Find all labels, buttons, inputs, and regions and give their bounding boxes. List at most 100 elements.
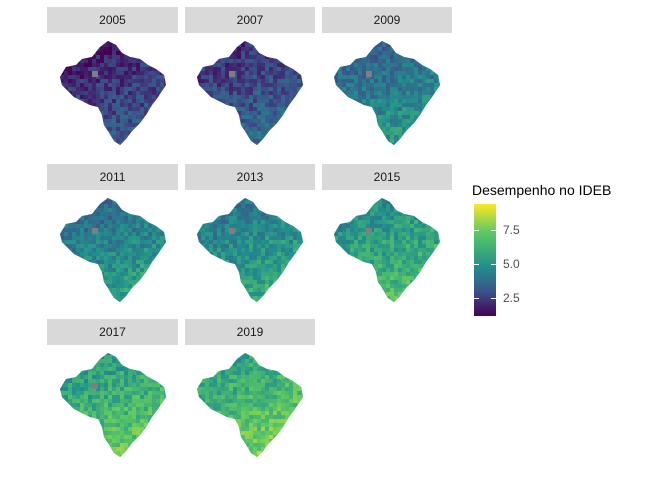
municipality-cell [225,292,229,296]
municipality-cell [92,256,96,260]
municipality-cell [60,143,64,145]
municipality-cell [84,63,88,67]
municipality-cell [128,244,132,248]
municipality-cell [366,236,370,240]
municipality-cell [140,260,144,264]
municipality-cell [293,198,297,200]
municipality-cell [434,91,438,95]
municipality-cell [394,67,398,71]
municipality-cell [265,59,269,63]
municipality-cell [193,304,197,307]
municipality-cell [301,63,303,67]
municipality-cell [281,212,285,216]
municipality-cell [414,244,418,248]
municipality-cell [358,256,362,260]
municipality-cell [164,87,166,91]
municipality-cell [140,300,144,302]
municipality-cell [72,292,76,296]
municipality-cell [273,107,277,111]
municipality-cell [442,232,446,236]
municipality-cell [382,264,386,268]
municipality-cell [330,224,334,228]
municipality-cell [418,99,422,103]
municipality-cell [52,95,56,99]
municipality-cell [197,284,201,288]
municipality-cell [378,252,382,256]
municipality-cell [124,260,128,264]
municipality-cell [289,252,293,256]
municipality-cell [189,91,193,95]
municipality-cell [338,260,342,264]
municipality-cell [76,59,80,63]
municipality-cell [366,83,370,87]
municipality-cell [64,107,68,111]
municipality-cell [326,55,330,59]
municipality-cell [305,83,309,87]
municipality-cell [273,248,277,252]
municipality-cell [108,292,112,296]
municipality-cell [386,43,390,47]
municipality-cell [434,107,438,111]
municipality-cell [426,111,430,115]
municipality-cell [116,236,120,240]
municipality-cell [285,224,289,228]
municipality-cell [60,224,64,228]
municipality-cell [430,51,434,55]
municipality-cell [241,123,245,127]
municipality-cell [124,292,128,296]
municipality-cell [84,284,88,288]
municipality-cell [112,228,116,232]
municipality-cell [386,47,390,51]
municipality-cell [273,264,277,268]
municipality-cell [273,236,277,240]
municipality-cell [257,99,261,103]
municipality-cell [193,216,197,220]
municipality-cell [233,51,237,55]
municipality-cell [338,248,342,252]
municipality-cell [197,95,201,99]
municipality-cell [374,248,378,252]
municipality-cell [88,47,92,51]
municipality-cell [418,91,422,95]
municipality-cell [257,51,261,55]
municipality-cell [136,75,140,79]
municipality-cell [410,260,414,264]
municipality-cell [346,248,350,252]
municipality-cell [128,224,132,228]
municipality-cell [350,43,354,47]
municipality-cell [156,264,160,268]
municipality-cell [164,51,166,55]
municipality-cell [289,75,293,79]
municipality-cell [233,300,237,302]
municipality-cell [334,95,338,99]
municipality-cell [253,224,257,228]
municipality-cell [430,59,434,63]
municipality-cell [201,232,205,236]
municipality-cell [209,232,213,236]
municipality-cell [152,75,156,79]
municipality-cell [330,272,334,276]
municipality-cell [265,216,269,220]
municipality-cell [104,63,108,67]
municipality-cell [273,87,277,91]
municipality-cell [124,143,128,145]
municipality-cell [168,208,172,212]
municipality-cell [136,192,140,196]
municipality-cell [334,204,338,208]
municipality-cell [297,248,301,252]
municipality-cell [342,111,346,115]
municipality-cell [330,47,334,51]
municipality-cell [398,51,402,55]
municipality-cell [160,71,164,75]
municipality-cell [358,115,362,119]
municipality-cell [297,252,301,256]
municipality-cell [418,198,422,200]
municipality-cell [434,47,438,51]
municipality-cell [233,95,237,99]
municipality-cell [100,139,104,143]
municipality-cell [213,292,217,296]
municipality-cell [164,280,166,284]
municipality-cell [430,236,434,240]
municipality-cell [330,79,334,83]
municipality-cell [156,95,160,99]
